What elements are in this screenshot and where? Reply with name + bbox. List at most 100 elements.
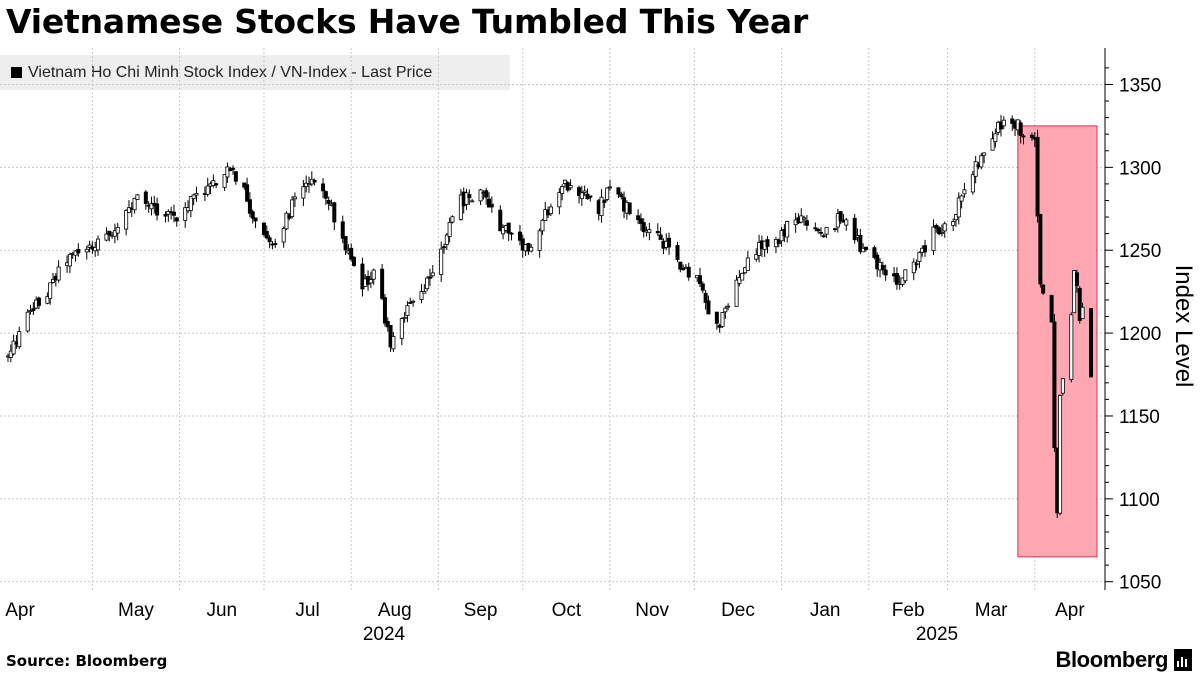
candle-body <box>222 174 227 188</box>
candle <box>96 235 101 256</box>
candle <box>970 170 975 195</box>
candle <box>956 192 961 225</box>
candle <box>458 189 463 221</box>
candle-body <box>360 263 365 290</box>
candle-body <box>588 195 593 198</box>
candle-body <box>638 218 643 224</box>
candle-body <box>557 192 562 208</box>
candle <box>211 174 216 188</box>
candle-body <box>264 230 269 239</box>
candle-body <box>540 219 545 232</box>
candle-body <box>444 234 449 245</box>
candle <box>579 185 584 206</box>
candle <box>937 225 942 236</box>
candle-body <box>776 239 781 244</box>
candle <box>863 246 868 252</box>
candle <box>155 197 160 221</box>
candle <box>309 171 314 187</box>
candle-body <box>484 190 489 198</box>
candle <box>163 211 168 223</box>
candle-body <box>931 226 936 252</box>
candle-body <box>577 187 582 197</box>
brand-logo: Bloomberg <box>1055 647 1192 673</box>
candle-body <box>76 248 81 254</box>
candle-body <box>470 200 475 203</box>
candle-body <box>261 222 266 235</box>
candle <box>872 245 877 260</box>
candle-body <box>351 256 356 266</box>
candle <box>529 244 534 253</box>
candle-body <box>599 196 604 217</box>
candle <box>326 196 331 211</box>
candle <box>442 243 447 254</box>
candle <box>464 188 469 210</box>
x-tick-label: Mar <box>975 600 1008 621</box>
candle-body <box>1029 134 1034 138</box>
candle-body <box>422 291 427 294</box>
candle-body <box>104 233 109 241</box>
candle <box>332 201 337 231</box>
candle-body <box>802 217 807 220</box>
candle-body <box>602 199 607 204</box>
x-tick-label: Apr <box>5 600 35 621</box>
chart-title: Vietnamese Stocks Have Tumbled This Year <box>6 2 809 41</box>
candle <box>188 195 193 218</box>
candle <box>25 309 30 333</box>
candle-body <box>686 266 691 278</box>
candle-body <box>1049 294 1054 323</box>
candle-body <box>875 254 880 270</box>
candle-body <box>872 247 877 258</box>
candle-body <box>636 215 641 221</box>
candle-body <box>804 220 809 226</box>
candle-body <box>267 237 272 243</box>
candle <box>765 235 770 254</box>
candle <box>385 317 390 332</box>
candle <box>1001 116 1006 130</box>
candle <box>1049 294 1054 323</box>
candle-body <box>273 243 278 245</box>
candle <box>107 230 112 242</box>
candle <box>655 223 660 237</box>
legend-swatch <box>11 67 22 78</box>
candle-body <box>312 179 317 183</box>
candle-body <box>326 200 331 204</box>
candle <box>568 179 573 191</box>
candle-body <box>517 231 522 241</box>
candle-body <box>740 272 745 281</box>
candle-body <box>478 189 483 202</box>
candle <box>745 250 750 272</box>
candle-body <box>616 187 621 195</box>
candle <box>990 131 995 151</box>
candle <box>411 299 416 307</box>
y-tick-label: 1150 <box>1119 407 1160 428</box>
x-tick-label: Apr <box>1055 600 1085 621</box>
candle <box>509 231 514 241</box>
candle-body <box>1021 135 1026 138</box>
candle-body <box>982 152 987 156</box>
candle-body <box>619 193 624 198</box>
candle-body <box>107 230 112 236</box>
candle-body <box>323 191 328 199</box>
candle-body <box>658 234 663 240</box>
candle <box>408 297 413 305</box>
candle <box>17 326 22 350</box>
candle-body <box>1069 314 1074 381</box>
candle <box>734 275 739 307</box>
candle-body <box>1058 395 1063 514</box>
candle-body <box>754 254 759 260</box>
candle <box>222 174 227 191</box>
candle-body <box>700 283 705 291</box>
candle <box>607 179 612 191</box>
candle-body <box>993 133 998 143</box>
candle-body <box>734 279 739 307</box>
candle-body <box>548 206 553 214</box>
candle <box>875 252 880 277</box>
candle <box>1029 132 1034 141</box>
candle <box>450 215 455 224</box>
candle <box>174 216 179 227</box>
candle <box>402 311 407 323</box>
candle-body <box>818 231 823 234</box>
candle-body <box>343 236 348 251</box>
candle <box>1058 394 1063 516</box>
